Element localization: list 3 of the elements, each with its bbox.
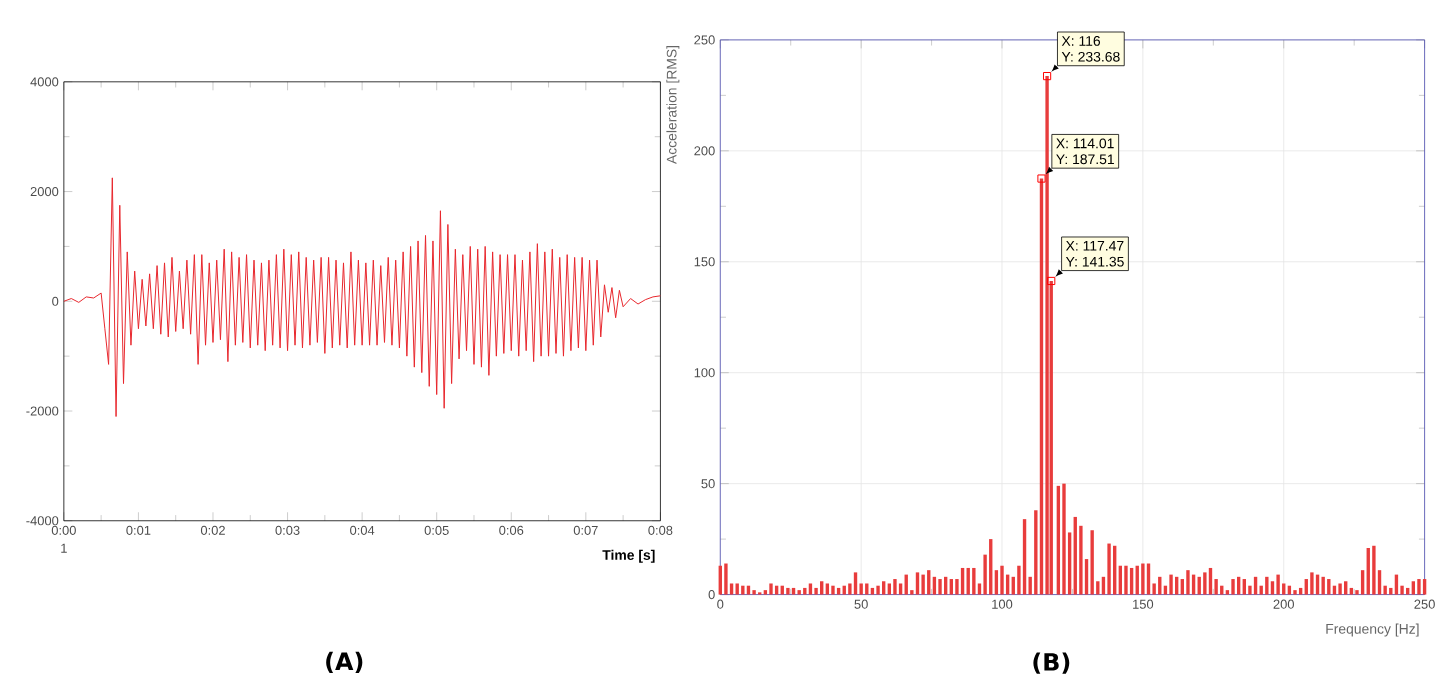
- text: (B): [1033, 652, 1070, 674]
- text: (A): [326, 651, 363, 673]
- line-series: [63, 177, 661, 417]
